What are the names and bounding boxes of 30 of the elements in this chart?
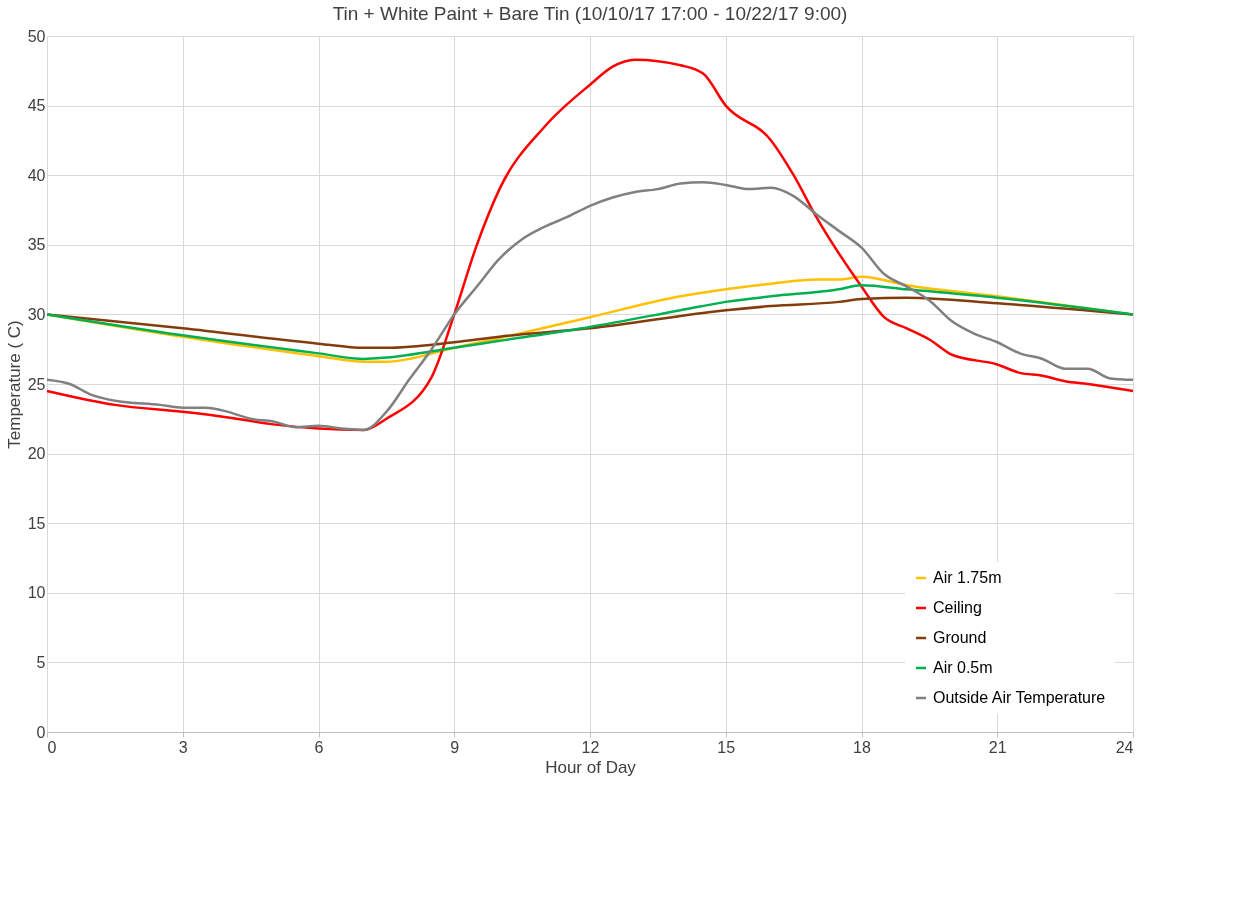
y-axis-title: Temperature ( C) [4, 320, 24, 449]
legend-label: Air 0.5m [933, 659, 993, 676]
chart-title: Tin + White Paint + Bare Tin (10/10/17 17:00 - 10/22/17 9:00) [332, 3, 848, 24]
y-tick-label: 30 [27, 305, 46, 323]
y-tick-label: 10 [27, 584, 46, 602]
y-tick-label: 0 [36, 723, 46, 741]
legend-label: Ground [933, 629, 987, 646]
legend-label: Outside Air Temperature [933, 689, 1106, 706]
x-tick-label: 15 [717, 738, 736, 756]
x-tick-label: 24 [1115, 738, 1134, 756]
x-tick-label: 21 [988, 738, 1007, 756]
y-tick-label: 15 [27, 514, 46, 532]
x-tick-label: 3 [178, 738, 188, 756]
y-tick-label: 45 [27, 97, 46, 115]
x-tick-label: 9 [450, 738, 460, 756]
y-tick-label: 5 [36, 653, 46, 671]
x-tick-label: 12 [581, 738, 600, 756]
y-tick-label: 20 [27, 445, 46, 463]
legend-label: Ceiling [933, 599, 982, 616]
y-tick-label: 25 [27, 375, 46, 393]
legend-label: Air 1.75m [933, 569, 1002, 586]
y-tick-label: 40 [27, 166, 46, 184]
x-axis-title: Hour of Day [545, 757, 637, 777]
line-series [45, 58, 1135, 432]
y-tick-label: 50 [27, 27, 46, 45]
x-tick-label: 6 [314, 738, 324, 756]
line-series [45, 180, 1135, 432]
x-tick-label: 0 [47, 738, 57, 756]
y-tick-label: 35 [27, 236, 46, 254]
x-tick-label: 18 [853, 738, 871, 756]
